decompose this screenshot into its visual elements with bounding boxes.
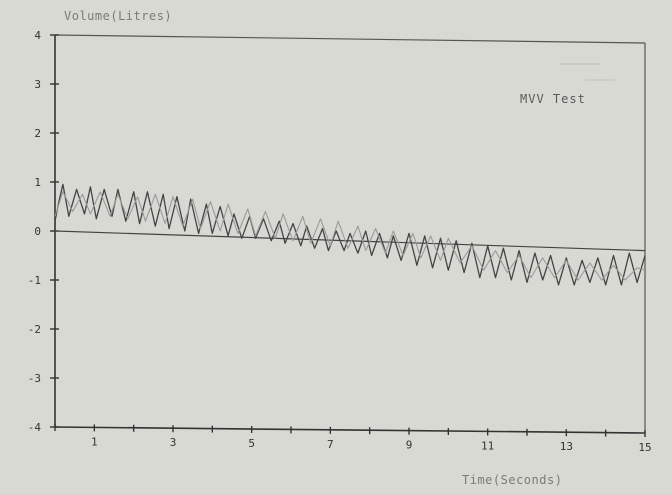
x-tick-label: 5 — [248, 437, 255, 450]
y-tick-label: -2 — [28, 323, 41, 336]
x-tick-label: 9 — [406, 439, 413, 452]
x-axis-line — [54, 426, 646, 434]
x-tick-label: 7 — [327, 438, 334, 451]
series-layer — [54, 183, 646, 286]
top-border-line — [54, 34, 646, 44]
y-tick-label: -1 — [28, 274, 41, 287]
series-line-1 — [54, 183, 646, 286]
x-tick-label: 1 — [91, 435, 98, 448]
legend-faint-marks — [560, 63, 615, 81]
y-tick-label: 3 — [34, 78, 41, 91]
y-tick-label: 4 — [34, 29, 41, 42]
y-tick-label: -3 — [28, 372, 41, 385]
baseline-line — [54, 230, 646, 252]
y-tick-label: 1 — [34, 176, 41, 189]
y-tick-label: 2 — [34, 127, 41, 140]
x-tick-label: 15 — [638, 441, 651, 454]
y-axis-label: Volume(Litres) — [64, 9, 172, 23]
x-tick-label: 3 — [170, 436, 177, 449]
mvv-test-annotation: MVV Test — [520, 92, 586, 106]
x-axis-label: Time(Seconds) — [462, 473, 562, 487]
x-tick-label: 11 — [481, 439, 494, 452]
x-tick-label: 13 — [560, 440, 573, 453]
y-tick-label: -4 — [28, 421, 42, 434]
y-tick-label: 0 — [34, 225, 41, 238]
series-line-2 — [54, 191, 646, 281]
